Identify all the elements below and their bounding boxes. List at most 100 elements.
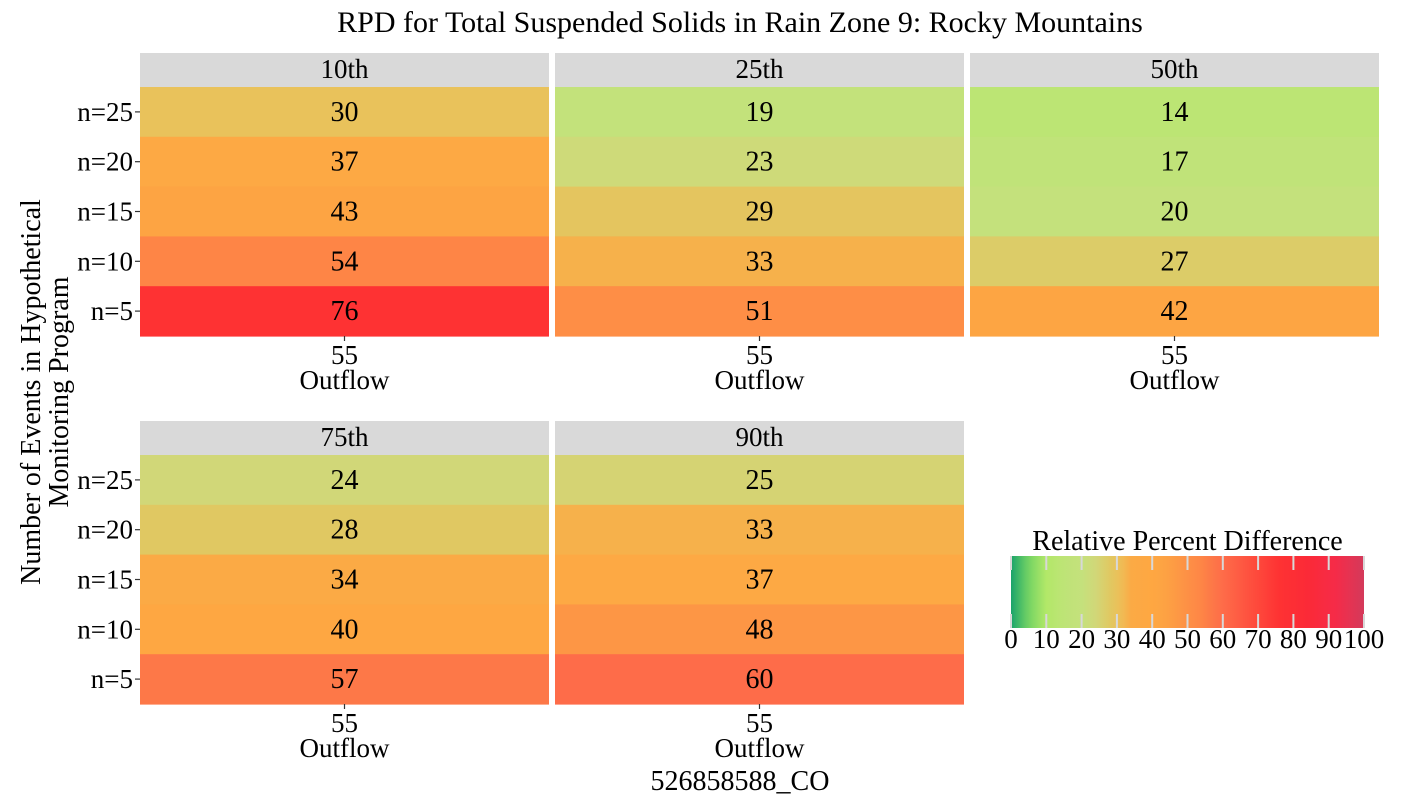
heat-cell <box>555 654 964 705</box>
cell-value-label: 34 <box>331 565 359 596</box>
legend-tick-label: 20 <box>1068 624 1095 654</box>
x-tick-label: 55 <box>331 708 358 738</box>
legend-tick-label: 90 <box>1315 624 1342 654</box>
legend-tick-label: 100 <box>1344 624 1385 654</box>
heat-cell <box>970 87 1379 138</box>
heat-cell <box>140 87 549 138</box>
legend-title: Relative Percent Difference <box>1032 526 1342 557</box>
x-tick-label: 55 <box>1161 340 1188 370</box>
heat-cell <box>555 136 964 188</box>
legend-tick-label: 80 <box>1280 624 1307 654</box>
cell-value-label: 42 <box>1161 296 1189 327</box>
facet-strip <box>140 421 549 455</box>
facet-strip-label: 50th <box>1150 54 1199 84</box>
cell-value-label: 24 <box>331 465 359 496</box>
x-subtick-label: Outflow <box>300 365 390 395</box>
y-tick-label: n=10 <box>77 246 133 276</box>
heat-cell <box>555 186 964 237</box>
y-tick-label: n=20 <box>77 147 133 177</box>
cell-value-label: 43 <box>331 197 359 228</box>
facet-strip <box>970 53 1379 87</box>
cell-value-label: 76 <box>331 296 359 327</box>
heat-cell <box>970 236 1379 287</box>
y-tick-label: n=20 <box>77 515 133 545</box>
cell-value-label: 48 <box>746 614 774 645</box>
cell-value-label: 29 <box>746 197 774 228</box>
heat-cell <box>555 286 964 337</box>
cell-value-label: 37 <box>331 147 359 178</box>
cell-value-label: 33 <box>746 246 774 277</box>
facet-strip-label: 10th <box>320 54 369 84</box>
x-subtick-label: Outflow <box>1130 365 1220 395</box>
facet-strip-label: 25th <box>735 54 784 84</box>
cell-value-label: 20 <box>1161 197 1189 228</box>
cell-value-label: 30 <box>331 97 359 128</box>
heat-cell <box>140 554 549 605</box>
facet-strip-label: 90th <box>735 422 784 452</box>
heat-cell <box>140 286 549 337</box>
x-subtick-label: Outflow <box>715 365 805 395</box>
x-subtick-label: Outflow <box>300 733 390 763</box>
cell-value-label: 25 <box>746 465 774 496</box>
y-tick-label: n=5 <box>91 296 133 326</box>
x-subtick-label: Outflow <box>715 733 805 763</box>
heat-cell <box>140 136 549 188</box>
cell-value-label: 27 <box>1161 246 1189 277</box>
heat-cell <box>555 504 964 556</box>
x-tick-label: 55 <box>746 340 773 370</box>
legend-tick-label: 70 <box>1245 624 1272 654</box>
facet-strip <box>140 53 549 87</box>
legend-tick-label: 40 <box>1139 624 1166 654</box>
heat-cell <box>555 236 964 287</box>
cell-value-label: 17 <box>1161 147 1189 178</box>
cell-value-label: 37 <box>746 565 774 596</box>
heat-cell <box>140 236 549 287</box>
heat-cell <box>970 136 1379 188</box>
cell-value-label: 51 <box>746 296 774 327</box>
y-axis-title-line-1: Number of Events in Hypothetical <box>16 199 47 585</box>
y-tick-label: n=25 <box>77 465 133 495</box>
legend-tick-label: 0 <box>1004 624 1018 654</box>
heat-cell <box>140 604 549 655</box>
heat-cell <box>555 455 964 506</box>
cell-value-label: 28 <box>331 515 359 546</box>
cell-value-label: 60 <box>746 664 774 695</box>
y-tick-label: n=15 <box>77 565 133 595</box>
heat-cell <box>555 87 964 138</box>
cell-value-label: 54 <box>331 246 359 277</box>
legend-tick-label: 60 <box>1209 624 1236 654</box>
heat-cell <box>555 554 964 605</box>
y-axis-title-line-2: Monitoring Program <box>44 276 75 507</box>
panel-grid: 10th303743547655Outflown=25n=20n=15n=10n… <box>77 53 1379 763</box>
x-tick-label: 55 <box>331 340 358 370</box>
legend-tick-label: 30 <box>1103 624 1130 654</box>
facet-strip <box>555 421 964 455</box>
heat-cell <box>140 186 549 237</box>
heat-cell <box>970 186 1379 237</box>
facet-strip-label: 75th <box>320 422 369 452</box>
heat-cell <box>140 504 549 556</box>
color-legend: Relative Percent Difference 0 10 20 30 40 50 60… <box>1004 526 1384 654</box>
facet-strip <box>555 53 964 87</box>
cell-value-label: 40 <box>331 614 359 645</box>
cell-value-label: 33 <box>746 515 774 546</box>
legend-tick-label: 10 <box>1033 624 1060 654</box>
y-tick-label: n=10 <box>77 614 133 644</box>
chart-title: RPD for Total Suspended Solids in Rain Z… <box>337 6 1143 39</box>
cell-value-label: 23 <box>746 147 774 178</box>
y-tick-label: n=15 <box>77 197 133 227</box>
y-tick-label: n=25 <box>77 97 133 127</box>
heat-cell <box>555 604 964 655</box>
y-tick-label: n=5 <box>91 664 133 694</box>
legend-tick-label: 50 <box>1174 624 1201 654</box>
cell-value-label: 19 <box>746 97 774 128</box>
x-axis-title: 526858588_CO <box>651 766 830 797</box>
cell-value-label: 57 <box>331 664 359 695</box>
x-tick-label: 55 <box>746 708 773 738</box>
cell-value-label: 14 <box>1161 97 1189 128</box>
